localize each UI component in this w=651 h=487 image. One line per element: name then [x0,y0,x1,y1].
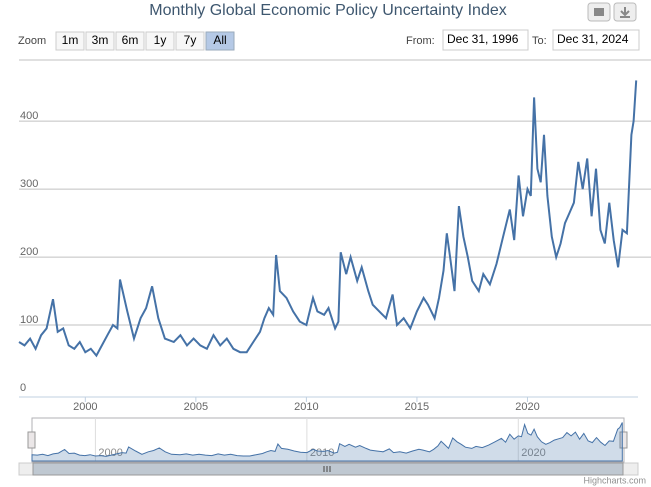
to-label: To: [532,35,547,47]
x-tick-label: 2005 [184,401,208,413]
x-tick-label: 2000 [73,401,97,413]
zoom-label: Zoom [18,35,46,47]
credit[interactable]: Highcharts.com [583,475,646,485]
range-button[interactable] [205,31,235,51]
scrollbar-thumb[interactable] [32,462,624,476]
navigator-area [31,422,623,462]
range-button-label[interactable]: 3m [92,33,109,47]
navigator-handle[interactable] [619,431,628,449]
export-buttons[interactable] [587,2,637,22]
chart-title: Monthly Global Economic Policy Uncertain… [149,2,507,19]
range-button-label[interactable]: 1m [62,33,79,47]
range-button-label[interactable]: 6m [122,33,139,47]
to-date[interactable]: Dec 31, 2024 [557,32,629,46]
y-tick-label: 300 [20,178,38,190]
navigator-tick-label: 2020 [521,447,545,459]
y-tick-label: 100 [20,314,38,326]
x-tick-label: 2020 [515,401,539,413]
to-input[interactable] [552,29,640,51]
range-button[interactable] [145,31,175,51]
range-button-label[interactable]: All [213,33,226,47]
range-button[interactable] [55,31,85,51]
download-icon [620,7,630,18]
x-tick-label: 2015 [405,401,429,413]
y-tick-label: 400 [20,110,38,122]
line-series [18,80,638,358]
scrollbar-grip [323,466,331,472]
range-button-label[interactable]: 7y [184,33,197,47]
range-button[interactable] [175,31,205,51]
from-input[interactable] [442,29,529,51]
range-button[interactable] [115,31,145,51]
range-button-label[interactable]: 1y [154,33,167,47]
from-date[interactable]: Dec 31, 1996 [447,32,519,46]
print-icon [594,8,604,16]
y-tick-label: 0 [20,382,26,394]
range-button[interactable] [85,31,115,51]
navigator-handle[interactable] [27,431,36,449]
x-tick-label: 2010 [294,401,318,413]
from-label: From: [406,35,435,47]
y-tick-label: 200 [20,246,38,258]
